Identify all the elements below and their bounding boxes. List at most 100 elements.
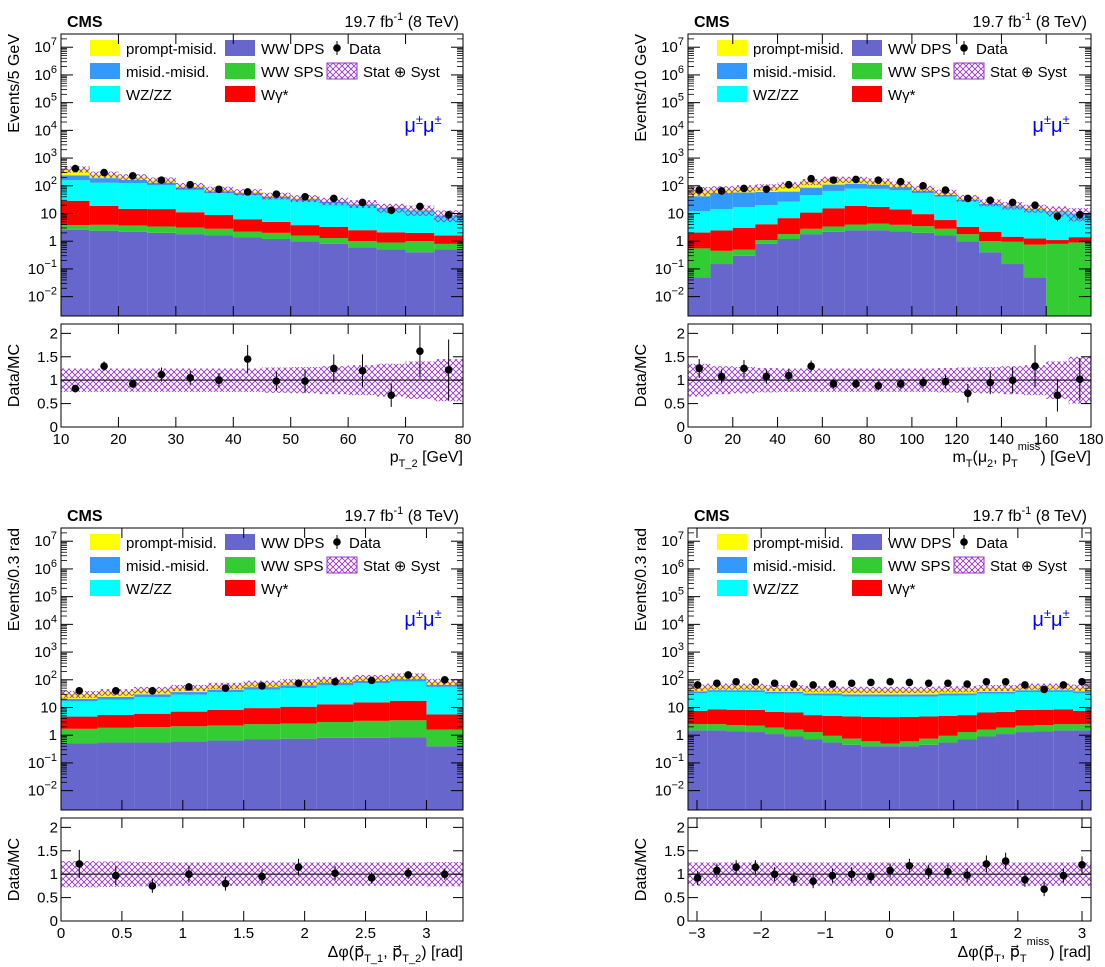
uncertainty-band [1073,684,1091,691]
y-tick-label: 107 [34,36,57,56]
bar-misid_misid [755,191,778,206]
y-axis-label: Events/0.3 rad [6,528,23,631]
data-point [982,677,991,686]
ratio-y-tick-label: 2 [677,325,685,342]
ratio-point [416,347,424,355]
legend-swatch [852,86,882,102]
ratio-y-tick-label: 1.5 [664,349,685,366]
data-point [790,680,798,688]
legend-label: WZ/ZZ [126,87,172,104]
y-tick-label: 103 [661,641,684,661]
y-tick-label: 10−2 [28,286,57,306]
ratio-y-tick-label: 0.5 [37,890,58,907]
legend-swatch [852,580,882,596]
ratio-point [272,377,281,385]
x-axis-label: Δφ(p⃗T, p⃗Tmiss) [rad] [958,936,1091,965]
stack [688,683,1091,810]
bar-ww_dps [1001,264,1024,316]
data-points [75,671,449,695]
y-tick-label: 107 [34,530,57,550]
legend-item-wgamma: Wγ* [852,86,916,104]
y-tick-label: 107 [661,530,684,550]
bar-ww_dps [710,264,733,316]
experiment-label: CMS [694,508,730,525]
legend-item-data: Data [333,535,381,552]
data-point [157,176,166,184]
bar-misid_misid [777,191,800,202]
bar-wgamma [280,706,317,724]
bar-ww_dps [280,738,317,810]
ratio-y-tick-label: 1.5 [664,843,685,860]
bar-ww_sps [316,721,354,738]
y-tick-label: 106 [34,558,57,578]
legend-label: WW SPS [888,558,951,575]
legend-swatch [90,86,120,102]
y-axis-main: 10−2 10−1 1 10 102 103 104 105 106 107 [655,527,1091,800]
y-tick-label: 10 [667,205,684,222]
ratio-point [215,376,223,384]
bar-wgamma [844,205,868,225]
bar-wzzz [803,695,823,716]
bar-ww_dps [434,249,463,316]
y-tick-label: 1 [676,233,684,250]
data-point [100,168,108,177]
legend-swatch [717,40,747,56]
x-tick-label: 60 [814,431,831,448]
bar-ww_sps [97,727,135,743]
bar-wzzz [118,183,148,209]
ratio-point [809,877,817,886]
bar-misid_misid [765,691,785,694]
y-tick-label: 107 [661,36,684,56]
bar-ww_sps [919,738,939,745]
data-point [185,683,193,691]
x-tick-label: 80 [859,431,876,448]
bar-ww_sps [1068,242,1091,316]
data-point [1040,685,1048,694]
ratio-y-tick-label: 0.5 [664,890,685,907]
legend-swatch [90,63,120,79]
bar-wgamma [1001,236,1024,242]
legend-item-prompt-misid: prompt-misid. [90,40,217,58]
bar-ww_sps [207,725,244,741]
ratio-point [852,380,860,388]
bar-wgamma [938,715,958,736]
ratio-point [75,860,84,868]
bar-misid_misid [976,691,997,694]
legend-swatch [225,86,255,102]
bar-wzzz [726,691,746,710]
bar-wgamma [207,709,244,726]
bar-wzzz [880,696,900,718]
bar-wzzz [1001,207,1024,237]
data-point [829,176,838,184]
bar-wgamma [688,710,708,725]
experiment-label: CMS [694,14,730,31]
bar-misid_misid [784,691,804,694]
bar-ww_dps [867,230,890,316]
bar-wgamma [1073,710,1091,725]
bar-wzzz [957,695,977,716]
uncertainty-band [976,685,997,692]
bar-ww_sps [1015,725,1035,733]
bar-ww_sps [1001,241,1024,265]
y-axis-label: Events/5 GeV [6,34,23,133]
bar-ww_sps [376,242,406,250]
bar-misid_misid [996,691,1016,694]
bar-wgamma [842,716,862,739]
bar-wzzz [1015,692,1035,710]
data-point [221,684,230,692]
y-tick-label: 102 [34,669,57,689]
bar-ww_dps [777,239,800,316]
bar-wgamma [957,715,977,733]
bar-wgamma [911,214,935,227]
legend-swatch [852,63,882,79]
ratio-point [828,871,837,880]
legend-item-wgamma: Wγ* [852,580,916,598]
y-tick-label: 105 [34,586,57,606]
bar-wzzz [1023,210,1047,239]
main-frame [60,527,464,811]
experiment-label: CMS [67,508,103,525]
legend-item-wgamma: Wγ* [225,580,289,598]
bar-wzzz [911,193,935,215]
ratio-y-axis-label: Data/MC [6,838,23,901]
